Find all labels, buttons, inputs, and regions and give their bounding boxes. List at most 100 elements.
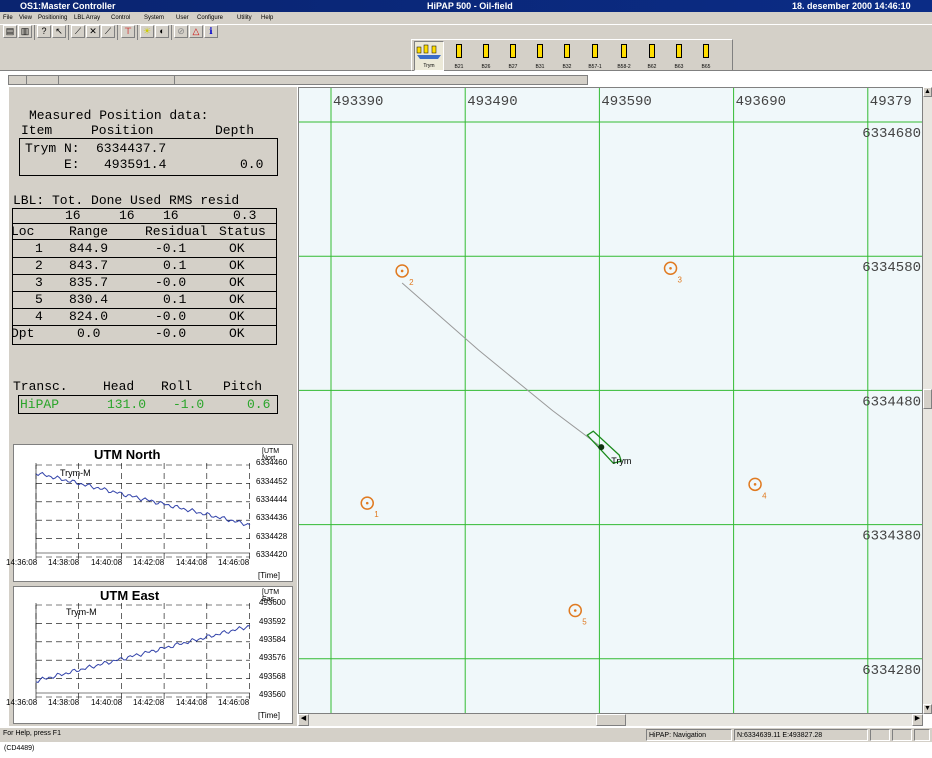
y-tick: 493592	[259, 617, 286, 626]
scroll-right-button[interactable]: ▶	[912, 714, 923, 726]
menu-system[interactable]: System	[144, 15, 165, 21]
chart-unit: [UTM Nort	[262, 448, 280, 462]
transc-col-name: Transc.	[13, 379, 68, 394]
transponder-id: 4	[762, 491, 767, 500]
tool-b-icon[interactable]: ✕	[86, 25, 100, 38]
transponder-bar: Trym B21 B26 B27 B31 B32 B57-1 B58-2 B62…	[411, 39, 733, 71]
context-help-icon[interactable]: ↖	[52, 25, 66, 38]
transducer-icon[interactable]: ⊤	[121, 25, 135, 38]
navigation-map[interactable]: 493390 493490 493590 493690 49379 6334680 6334…	[298, 87, 923, 714]
table-cell: 0.1	[163, 258, 187, 273]
sun-icon[interactable]: ☀	[140, 25, 154, 38]
menu-lbl-array[interactable]: LBL Array	[74, 15, 101, 21]
menu-control[interactable]: Control	[111, 15, 131, 21]
lbl-rms: 0.3	[233, 208, 257, 223]
menu-positioning[interactable]: Positioning	[38, 15, 68, 21]
menu-view[interactable]: View	[19, 15, 32, 21]
contrast-icon[interactable]: ◐	[155, 25, 169, 38]
transponder-id: 3	[678, 275, 683, 284]
transponder-button-b31[interactable]: B31	[527, 41, 553, 71]
northing-label: 6334280	[862, 663, 921, 679]
status-help: For Help, press F1	[3, 730, 61, 737]
view-tab[interactable]	[27, 76, 59, 84]
transponder-button-trym[interactable]: Trym	[414, 41, 444, 71]
alarm-icon[interactable]: △	[189, 25, 203, 38]
utm-east-chart: UTM East [UTM Eas Trym-M 493600 493592 4…	[6, 586, 293, 724]
transponder-marker[interactable]: 3	[663, 261, 683, 284]
transponder-button-b65[interactable]: B65	[693, 41, 719, 71]
scroll-down-button[interactable]: ▼	[923, 704, 932, 714]
transponder-label: Trym	[423, 63, 435, 69]
scroll-left-button[interactable]: ◀	[298, 714, 309, 726]
transponder-marker[interactable]: 5	[568, 603, 587, 626]
menu-utility[interactable]: Utility	[237, 15, 252, 21]
info-icon[interactable]: ℹ	[204, 25, 218, 38]
transponder-button-b57-1[interactable]: B57-1	[581, 41, 609, 71]
y-tick: 493576	[259, 653, 286, 662]
status-indicator	[870, 729, 890, 741]
northing-label: 6334380	[862, 529, 921, 545]
y-tick: 6334420	[256, 550, 288, 559]
n-label: N:	[64, 141, 80, 156]
menu-user[interactable]: User	[176, 15, 189, 21]
view-tab[interactable]	[59, 76, 175, 84]
table-cell: 0.0	[77, 326, 101, 341]
help-icon[interactable]: ?	[37, 25, 51, 38]
x-tick: 14:44:08	[176, 558, 208, 567]
scroll-thumb[interactable]	[596, 714, 626, 726]
vertical-scrollbar[interactable]: ▲ ▼	[923, 87, 932, 714]
x-tick: 14:36:08	[6, 698, 38, 707]
transponder-button-b26[interactable]: B26	[473, 41, 499, 71]
open-icon[interactable]: ▤	[3, 25, 17, 38]
tool-a-icon[interactable]: ⟋	[71, 25, 85, 38]
table-cell: 0.1	[163, 292, 187, 307]
vessel-trym[interactable]: Trym	[586, 430, 631, 466]
x-tick: 14:38:08	[48, 698, 80, 707]
menu-file[interactable]: File	[3, 15, 13, 21]
table-cell: OK	[229, 275, 245, 290]
transponder-button-b27[interactable]: B27	[500, 41, 526, 71]
transponder-button-b63[interactable]: B63	[666, 41, 692, 71]
view-tab[interactable]	[9, 76, 27, 84]
table-cell: OK	[229, 258, 245, 273]
transponder-button-b58-2[interactable]: B58-2	[610, 41, 638, 71]
menu-configure[interactable]: Configure	[197, 15, 224, 21]
transc-pitch: 0.6	[247, 397, 271, 412]
toolbar: ▤ ▥ ? ↖ ⟋ ✕ ⟋ ⊤ ☀ ◐ ⊘ △ ℹ	[0, 25, 932, 71]
y-tick: 6334436	[256, 513, 288, 522]
horizontal-scrollbar[interactable]: ◀ ▶	[298, 714, 923, 726]
transponder-id: 1	[374, 510, 379, 519]
transponder-button-b32[interactable]: B32	[554, 41, 580, 71]
northing-label: 6334580	[862, 260, 921, 276]
save-icon[interactable]: ▥	[18, 25, 32, 38]
transponder-button-b21[interactable]: B21	[446, 41, 472, 71]
transponder-marker[interactable]: 1	[360, 496, 379, 519]
map-canvas[interactable]: 493390 493490 493590 493690 49379 6334680 6334…	[299, 88, 923, 714]
vessel-icon	[416, 44, 441, 59]
table-cell: OK	[229, 241, 245, 256]
position-box: Trym N: 6334437.7 E: 493591.4 0.0	[19, 138, 278, 176]
lbl-table: 16 16 16 0.3 Loc Range Residual Status 1…	[11, 208, 277, 345]
depth-value: 0.0	[240, 157, 264, 172]
x-unit: [Time]	[258, 571, 280, 580]
col-depth: Depth	[215, 123, 255, 138]
y-tick: 493568	[259, 672, 286, 681]
transc-row: HiPAP 131.0 -1.0 0.6	[18, 395, 278, 414]
transponder-button-b62[interactable]: B62	[639, 41, 665, 71]
y-tick: 493600	[259, 598, 286, 607]
vessel-outline	[586, 430, 623, 464]
transponder-marker[interactable]: 2	[395, 264, 414, 287]
easting-value: 493591.4	[104, 157, 167, 172]
scroll-up-button[interactable]: ▲	[923, 87, 932, 97]
series-label: Trym-M	[60, 468, 91, 478]
transc-col-head: Head	[103, 379, 135, 394]
lbl-col-loc: Loc	[11, 224, 35, 239]
grid-icon[interactable]: ⊘	[174, 25, 188, 38]
lbl-done: 16	[119, 208, 135, 223]
tool-c-icon[interactable]: ⟋	[101, 25, 115, 38]
transponder-marker[interactable]: 4	[748, 477, 767, 500]
scroll-thumb[interactable]	[923, 389, 932, 409]
y-tick: 493560	[259, 690, 286, 699]
menu-help[interactable]: Help	[261, 15, 274, 21]
status-bar: For Help, press F1 HiPAP: Navigation N:6…	[0, 728, 932, 742]
